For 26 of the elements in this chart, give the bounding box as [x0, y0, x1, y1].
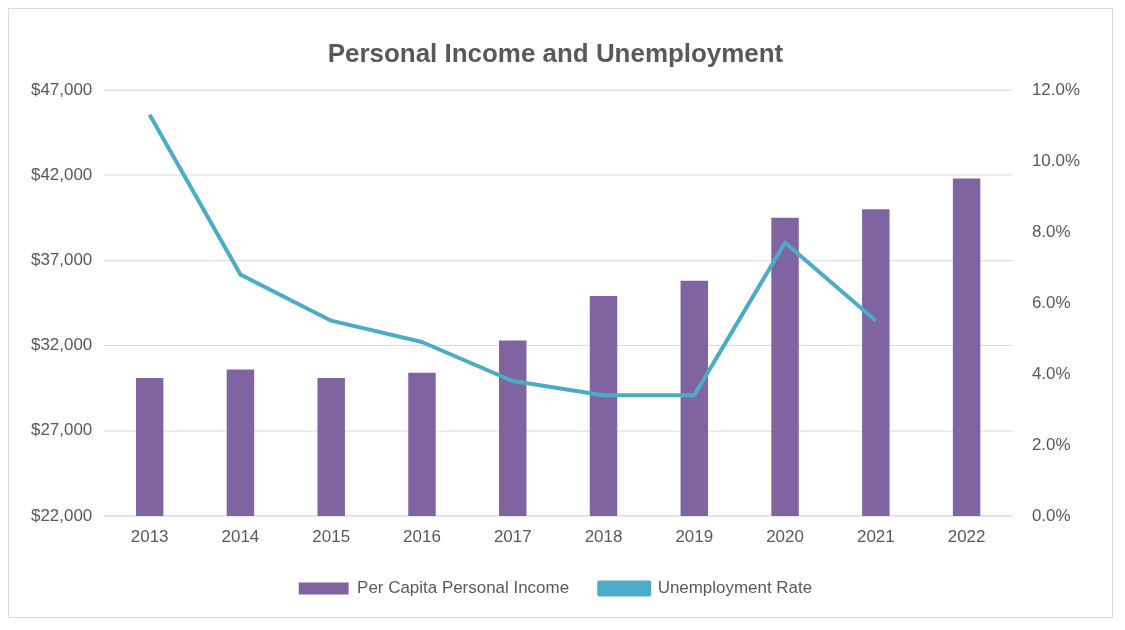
y-tick-label: $22,000 [31, 505, 93, 525]
x-tick-label: 2013 [130, 526, 169, 546]
y-tick-label: $47,000 [31, 79, 93, 99]
x-tick-label: 2020 [766, 526, 804, 546]
y2-tick-label: 4.0% [1031, 363, 1071, 383]
x-tick-label: 2016 [403, 526, 441, 546]
x-tick-label: 2014 [221, 526, 260, 546]
y-tick-label: $37,000 [31, 250, 93, 269]
x-tick-label: 2022 [947, 526, 986, 546]
y2-tick-label: 6.0% [1031, 292, 1071, 312]
x-tick-label: 2019 [675, 526, 714, 546]
y2-tick-label: 2.0% [1031, 434, 1071, 454]
y-tick-label: $42,000 [31, 164, 93, 184]
x-tick-label: 2021 [856, 526, 895, 546]
y2-tick-label: 12.0% [1031, 79, 1081, 99]
legend-label: Unemployment Rate [657, 578, 813, 598]
y2-tick-label: 10.0% [1031, 150, 1081, 170]
y2-tick-label: 0.0% [1031, 505, 1071, 525]
y-tick-label: $32,000 [31, 335, 93, 355]
x-tick-label: 2015 [312, 526, 351, 546]
y-tick-label: $27,000 [31, 420, 93, 440]
chart-title: Personal Income and Unemployment [327, 38, 784, 67]
x-tick-label: 2017 [493, 526, 532, 546]
y2-tick-label: 8.0% [1031, 221, 1071, 241]
legend-label: Per Capita Personal Income [357, 578, 570, 598]
x-tick-label: 2018 [584, 526, 623, 546]
